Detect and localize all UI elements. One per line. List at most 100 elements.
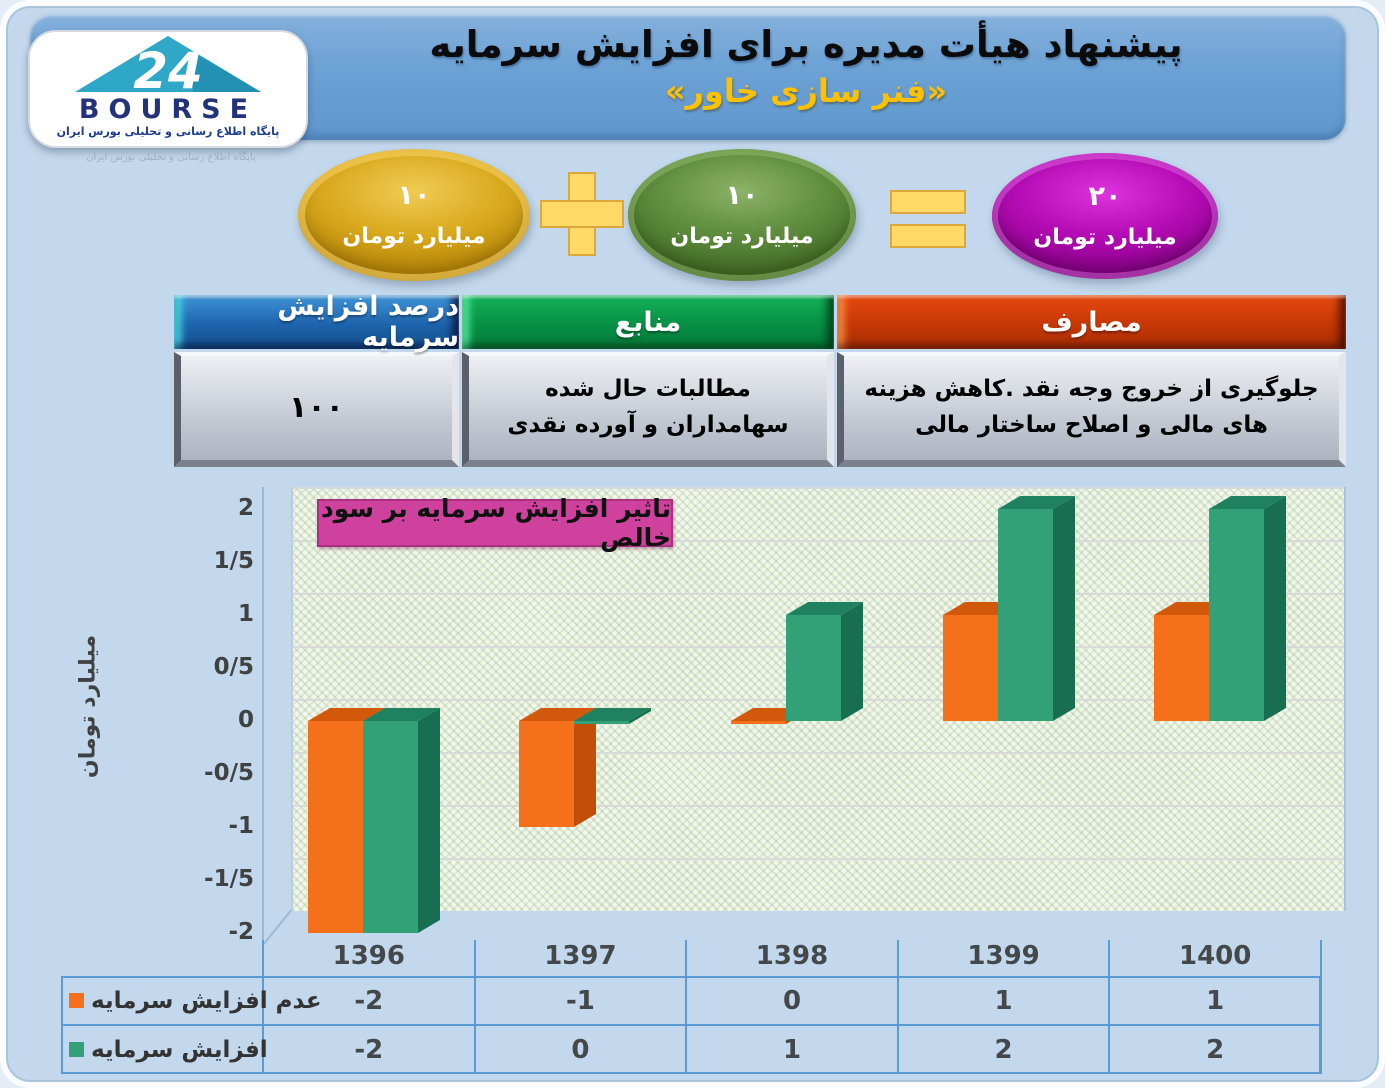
- info-col-sources: منابع مطالبات حال شده سهامداران و آورده …: [462, 295, 834, 467]
- table-column-divider: [262, 976, 264, 1074]
- bar-front-face: [786, 615, 841, 721]
- bar-front-face: [574, 721, 629, 724]
- table-value-cell: -2: [354, 985, 384, 1016]
- x-axis-year-label: 1400: [1179, 941, 1252, 971]
- bar-top-face: [1209, 496, 1286, 509]
- x-axis-year-label: 1397: [544, 941, 617, 971]
- gridline: [293, 805, 1344, 807]
- gridline: [293, 540, 1344, 542]
- legend-label: عدم افزایش سرمایه: [91, 987, 322, 1014]
- table-value-cell: 2: [1206, 1034, 1225, 1065]
- info-value-percent: ۱۰۰: [174, 352, 459, 467]
- table-column-divider: [896, 976, 899, 1074]
- bourse24-logo: 24 BOURSE پایگاه اطلاع رسانی و تحلیلی بو…: [28, 30, 308, 148]
- table-value-cell: 1: [994, 985, 1013, 1016]
- gridline: [293, 858, 1344, 860]
- x-axis-year-label: 1398: [755, 941, 829, 971]
- legend-swatch-icon: [69, 993, 84, 1008]
- equation-left-ellipse: ۱۰ میلیارد تومان: [298, 149, 530, 281]
- column-tick: [685, 940, 688, 976]
- x-axis-year-label: 1399: [967, 941, 1040, 971]
- y-tick-label: 1: [237, 601, 254, 627]
- gridline: [293, 752, 1344, 754]
- column-tick: [896, 940, 899, 976]
- legend-item: افزایش سرمایه: [61, 1025, 268, 1074]
- equation-result-value: ۲۰: [1088, 180, 1122, 212]
- svg-text:24: 24: [133, 42, 203, 100]
- legend-item: عدم افزایش سرمایه: [61, 976, 322, 1025]
- logo-reflection-text: پایگاه اطلاع رسانی و تحلیلی بورس ایران: [86, 152, 256, 163]
- bar-side-face: [574, 708, 596, 827]
- bar-top-face: [308, 708, 385, 721]
- bar-top-face: [998, 496, 1075, 509]
- svg-text:BOURSE: BOURSE: [79, 94, 257, 125]
- header-titles: پیشنهاد هیأت مدیره برای افزایش سرمایه «ف…: [286, 20, 1326, 110]
- column-tick: [1108, 940, 1111, 976]
- bar-top-face: [574, 708, 651, 721]
- table-value-cell: 1: [782, 1034, 802, 1065]
- table-column-divider: [685, 976, 688, 1074]
- page-subtitle: «فنر سازی خاور»: [664, 71, 948, 110]
- bar-front-face: [731, 721, 786, 724]
- bar-top-face: [519, 708, 596, 721]
- info-col-percent: درصد افزایش سرمایه ۱۰۰: [174, 291, 459, 467]
- y-tick-label: -0/5: [204, 760, 254, 786]
- table-value-cell: 0: [782, 985, 802, 1016]
- x-axis-year-label: 1396: [332, 941, 405, 971]
- column-tick: [1320, 940, 1322, 976]
- column-tick: [473, 940, 476, 976]
- bar-front-face: [943, 615, 998, 721]
- equation-result-ellipse: ۲۰ میلیارد تومان: [992, 153, 1218, 279]
- page-title: پیشنهاد هیأت مدیره برای افزایش سرمایه: [429, 23, 1183, 66]
- bar-top-face: [786, 602, 863, 615]
- plus-icon: [540, 172, 624, 256]
- chart-title: تاثیر افزایش سرمایه بر سود خالص: [317, 494, 673, 552]
- table-value-cell: 1: [1206, 985, 1225, 1016]
- y-tick-label: -2: [228, 919, 254, 945]
- table-column-divider: [1108, 976, 1111, 1074]
- info-header-sources: منابع: [462, 295, 834, 349]
- y-axis-title: میلیارد تومان: [75, 634, 101, 779]
- bar-side-face: [841, 602, 863, 721]
- y-tick-label: -1/5: [204, 866, 254, 892]
- table-column-divider: [1320, 976, 1322, 1074]
- bar-front-face: [998, 509, 1053, 721]
- table-value-cell: 2: [994, 1034, 1013, 1065]
- y-tick-label: 2: [237, 495, 254, 521]
- legend-swatch-icon: [69, 1042, 84, 1057]
- table-value-cell: -2: [354, 1034, 384, 1065]
- equals-icon: [890, 190, 968, 250]
- table-value-cell: -1: [565, 985, 595, 1016]
- bar-side-face: [418, 708, 440, 933]
- bourse24-logo-icon: 24 BOURSE: [75, 36, 261, 125]
- bar-side-face: [1264, 496, 1286, 721]
- equation-result-unit: میلیارد تومان: [1033, 225, 1177, 251]
- gridline: [293, 593, 1344, 595]
- bar-top-face: [363, 708, 440, 721]
- bar-front-face: [1154, 615, 1209, 721]
- info-col-uses: مصارف جلوگیری از خروج وجه نقد .کاهش هزین…: [837, 295, 1346, 467]
- equation-left-unit: میلیارد تومان: [342, 224, 486, 250]
- bar-front-face: [308, 721, 363, 933]
- info-value-uses: جلوگیری از خروج وجه نقد .کاهش هزینه های …: [837, 352, 1346, 467]
- logo-tagline: پایگاه اطلاع رسانی و تحلیلی بورس ایران: [56, 125, 280, 138]
- bar-front-face: [519, 721, 574, 827]
- equation-right-ellipse: ۱۰ میلیارد تومان: [628, 149, 856, 281]
- y-tick-label: 0/5: [213, 654, 254, 680]
- equation-right-value: ۱۰: [725, 179, 759, 211]
- bar-side-face: [1053, 496, 1075, 721]
- info-header-uses: مصارف: [837, 295, 1346, 349]
- bar-front-face: [1209, 509, 1264, 721]
- info-header-percent: درصد افزایش سرمایه: [174, 291, 459, 353]
- info-value-sources: مطالبات حال شده سهامداران و آورده نقدی: [462, 352, 834, 467]
- bar-front-face: [363, 721, 418, 933]
- y-tick-label: 1/5: [213, 548, 254, 574]
- legend-label: افزایش سرمایه: [91, 1036, 268, 1063]
- equation-right-unit: میلیارد تومان: [670, 224, 814, 250]
- equation-left-value: ۱۰: [397, 179, 431, 211]
- y-tick-label: -1: [228, 813, 254, 839]
- gridline: [293, 487, 1344, 489]
- table-value-cell: 0: [571, 1034, 590, 1065]
- column-tick: [262, 940, 264, 976]
